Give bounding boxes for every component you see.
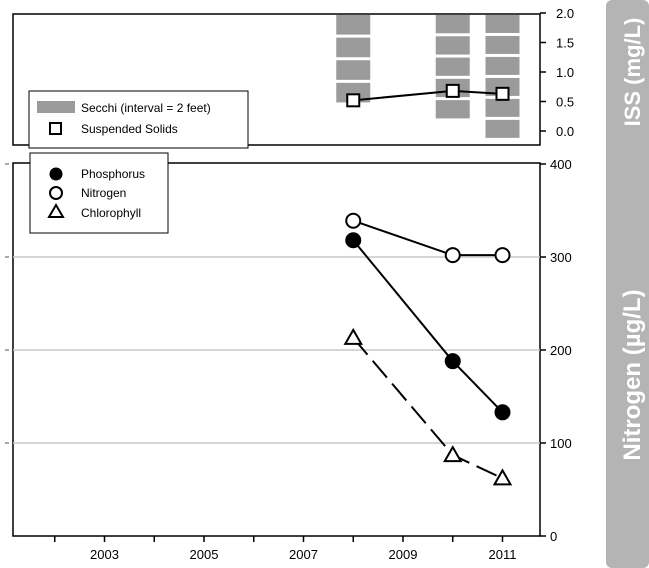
secchi-bars	[336, 15, 520, 138]
nitrogen-point	[345, 212, 362, 229]
secchi-bar-segment	[485, 56, 520, 75]
nitrogen-point	[494, 247, 511, 264]
nitrogen-legend-label: Nitrogen	[81, 186, 126, 200]
phosphorus-legend-label: Phosphorus	[81, 167, 145, 181]
nutrient-y-ticks: 400 300 200 100 0	[540, 157, 572, 544]
secchi-bar-segment	[435, 36, 470, 55]
suspended-solids-line	[353, 89, 503, 102]
secchi-bar-segment	[435, 57, 470, 76]
secchi-bar-segment	[485, 35, 520, 54]
suspended-solids-legend-label: Suspended Solids	[81, 122, 178, 136]
secchi-bar-segment	[485, 98, 520, 117]
chlorophyll-point	[343, 327, 363, 345]
phosphorus-point	[494, 404, 511, 421]
side-panel	[606, 0, 649, 568]
year-axis-label: 2005	[190, 547, 219, 562]
suspended-solids-legend-marker	[49, 122, 62, 135]
year-axis-ticks: 2003 2005 2007 2009 2011	[54, 536, 517, 562]
iss-y-tick-label: 0.0	[556, 124, 574, 139]
secchi-bar-segment	[336, 82, 371, 103]
secchi-bar-segment	[485, 15, 520, 33]
year-axis-label: 2009	[389, 547, 418, 562]
nutrient-legend: Phosphorus Nitrogen Chlorophyll	[29, 152, 169, 234]
nutrient-y-tick-label: 0	[550, 529, 557, 544]
suspended-solids-point	[445, 83, 460, 98]
iss-y-tick-label: 2.0	[556, 6, 574, 21]
secchi-legend-label: Secchi (interval = 2 feet)	[81, 101, 211, 115]
chlorophyll-legend-label: Chlorophyll	[81, 206, 141, 220]
suspended-solids-point	[495, 86, 510, 101]
secchi-legend-swatch	[37, 101, 75, 113]
chlorophyll-point	[492, 468, 513, 486]
nitrogen-line	[352, 219, 503, 257]
iss-legend: Secchi (interval = 2 feet) Suspended Sol…	[28, 90, 249, 149]
nutrient-y-tick-label: 300	[550, 250, 572, 265]
nitrogen-axis-title: Nitrogen (µg/L)	[619, 289, 646, 460]
nutrient-y-tick-label: 400	[550, 157, 572, 172]
secchi-bar-segment	[336, 37, 371, 58]
nutrient-y-tick-label: 100	[550, 436, 572, 451]
iss-y-ticks: 2.0 1.5 1.0 0.5 0.0	[540, 6, 574, 139]
nutrient-y-tick-label: 200	[550, 343, 572, 358]
suspended-solids-series	[346, 83, 510, 108]
iss-legend-box	[28, 90, 249, 149]
iss-y-tick-label: 0.5	[556, 95, 574, 110]
phosphorus-point	[444, 353, 461, 370]
secchi-bar-segment	[336, 15, 371, 35]
nutrient-markers	[343, 212, 513, 486]
nutrient-panel: 400 300 200 100 0 2003 2005 2007 2009 2011 Phosp…	[5, 152, 572, 562]
iss-axis-title: ISS (mg/L)	[620, 18, 645, 127]
nitrogen-point	[444, 247, 461, 264]
year-axis-label: 2007	[289, 547, 318, 562]
year-axis-label: 2003	[90, 547, 119, 562]
suspended-solids-point	[346, 93, 361, 108]
chlorophyll-point	[443, 445, 463, 463]
nitrogen-legend-marker	[49, 186, 63, 200]
iss-panel: 2.0 1.5 1.0 0.5 0.0 Secchi (interval = 2 fee…	[12, 6, 574, 149]
secchi-bar-segment	[485, 119, 520, 138]
secchi-bar-segment	[435, 15, 470, 34]
iss-plot-frame	[12, 13, 541, 146]
iss-y-tick-label: 1.5	[556, 36, 574, 51]
phosphorus-point	[345, 232, 362, 249]
secchi-bar-segment	[435, 100, 470, 119]
chlorophyll-line	[352, 337, 503, 480]
phosphorus-legend-marker	[49, 167, 63, 181]
iss-y-tick-label: 1.0	[556, 65, 574, 80]
chlorophyll-legend-marker	[47, 203, 65, 218]
phosphorus-line	[352, 239, 504, 414]
year-axis-label: 2011	[489, 547, 517, 562]
secchi-bar-segment	[336, 60, 371, 80]
